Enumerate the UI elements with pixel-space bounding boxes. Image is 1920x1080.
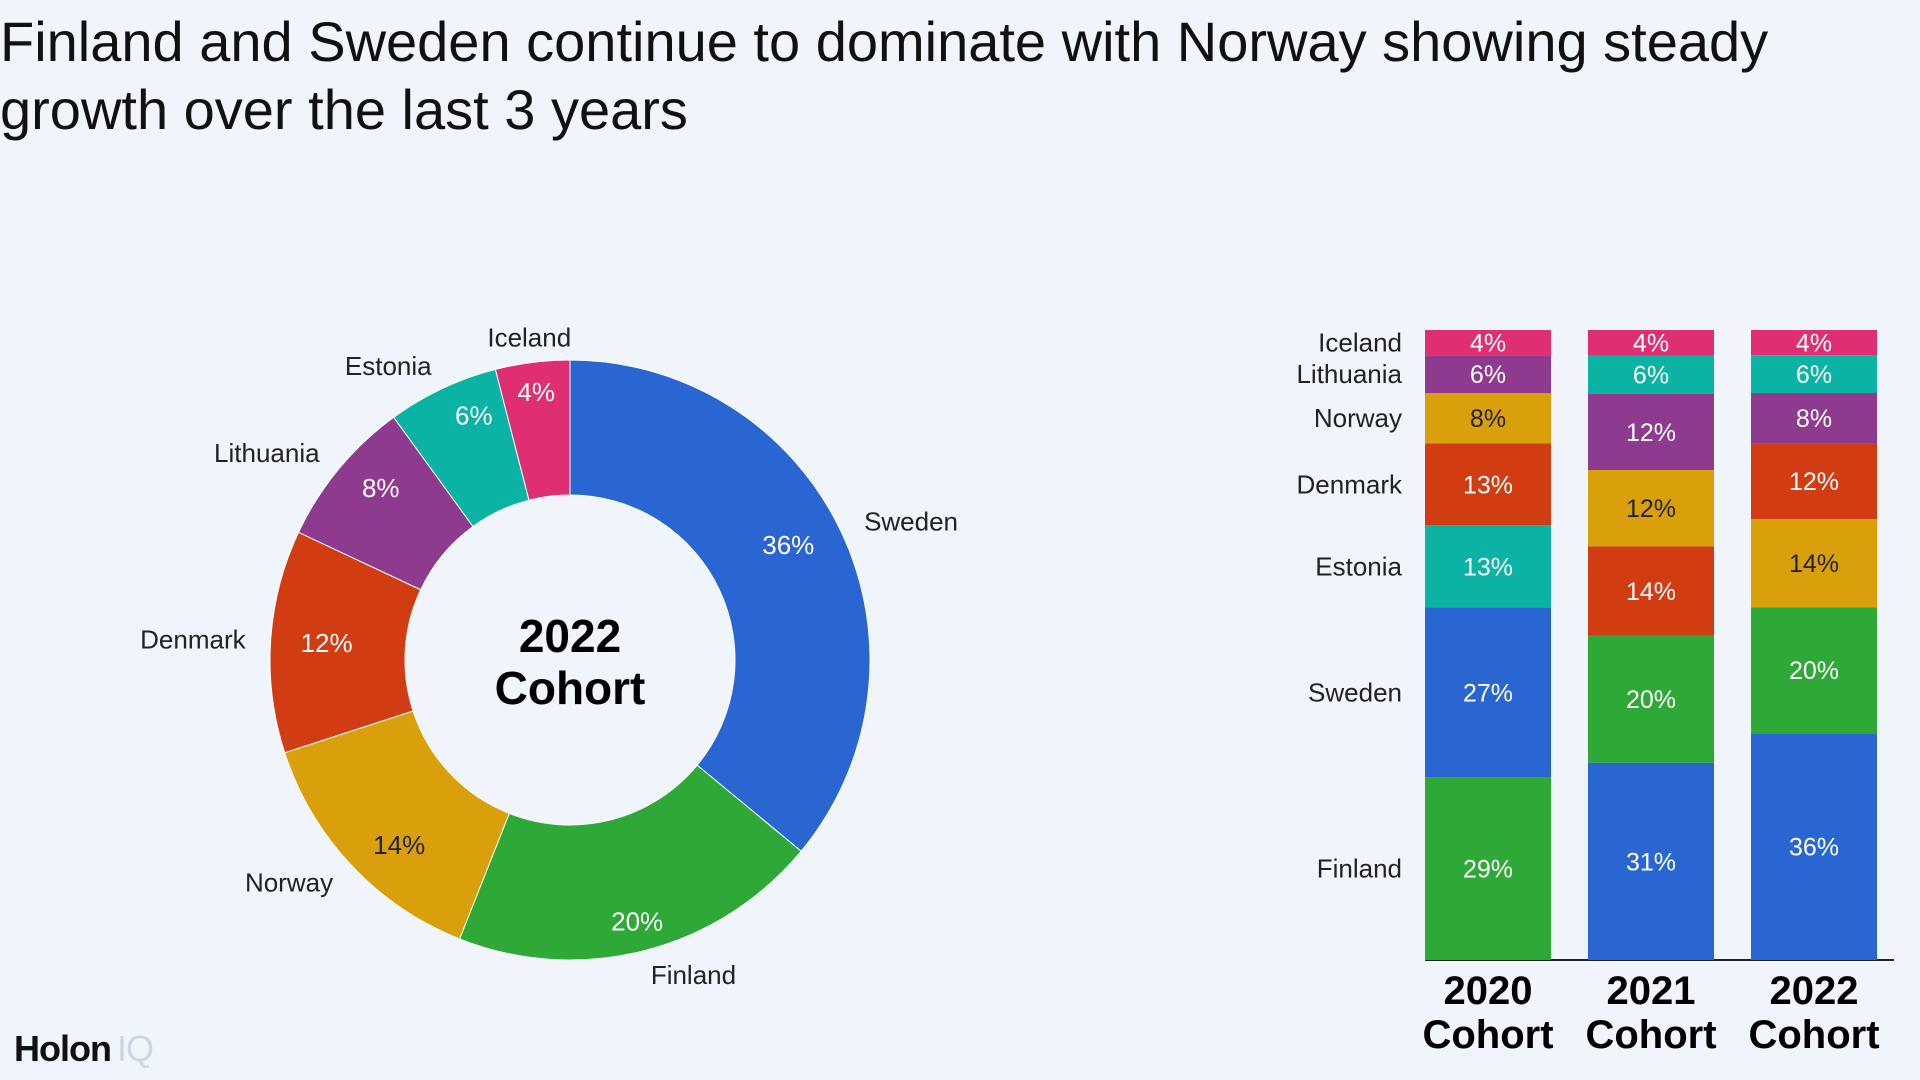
bar-stack-2021: 31% 20% 14% 12% 12% 6% 4% — [1588, 330, 1714, 960]
bar-value-2020-finland: 29% — [1463, 856, 1513, 884]
bar-segment-2020-estonia — [1425, 525, 1551, 608]
bar-value-2021-iceland: 4% — [1633, 330, 1669, 358]
bar-segment-2022-denmark — [1751, 443, 1877, 519]
row-label-estonia: Estonia — [1315, 551, 1402, 581]
donut-value-iceland: 4% — [517, 377, 555, 407]
bar-segment-2022-iceland — [1751, 330, 1877, 356]
row-label-lithuania: Lithuania — [1296, 359, 1402, 389]
bar-value-2022-lithuania: 8% — [1796, 405, 1832, 433]
holon-iq-logo: Holon IQ — [14, 1028, 154, 1070]
donut-label-finland: Finland — [651, 960, 736, 990]
donut-label-norway: Norway — [245, 867, 333, 897]
donut-label-iceland: Iceland — [487, 323, 571, 353]
bar-stack-2022: 36% 20% 14% 12% 8% 6% 4% — [1751, 330, 1877, 960]
category-label-2021-line-2: Cohort — [1585, 1013, 1716, 1057]
donut-slice-norway — [284, 710, 510, 940]
logo-main: Holon — [14, 1028, 112, 1069]
bar-value-2022-estonia: 6% — [1796, 361, 1832, 389]
category-label-2022-line-2: Cohort — [1748, 1013, 1879, 1057]
row-label-sweden: Sweden — [1308, 677, 1402, 707]
bar-segment-2022-finland — [1751, 607, 1877, 734]
bar-value-2021-lithuania: 12% — [1626, 419, 1676, 447]
donut-value-finland: 20% — [611, 907, 663, 937]
bar-segment-2021-norway — [1588, 470, 1714, 547]
donut-value-sweden: 36% — [762, 530, 814, 560]
donut-chart: 36% Sweden 20% Finland 14% Norway 12% Denmark 8%… — [140, 323, 958, 990]
bar-segment-2020-lithuania — [1425, 355, 1551, 393]
donut-center-label-line-1: 2022 — [519, 610, 621, 662]
donut-label-denmark: Denmark — [140, 625, 246, 655]
bar-segment-2020-finland — [1425, 777, 1551, 960]
bar-value-2020-iceland: 4% — [1470, 330, 1506, 358]
donut-label-sweden: Sweden — [864, 507, 958, 537]
donut-label-lithuania: Lithuania — [214, 438, 320, 468]
bar-value-2020-estonia: 13% — [1463, 553, 1513, 581]
bar-segment-2020-iceland — [1425, 330, 1551, 356]
bar-value-2021-denmark: 14% — [1626, 578, 1676, 606]
bar-value-2022-finland: 20% — [1789, 657, 1839, 685]
donut-value-norway: 14% — [373, 830, 425, 860]
donut-center-label-line-2: Cohort — [495, 662, 646, 714]
donut-slice-finland — [458, 764, 802, 961]
category-label-2020-line-1: 2020 — [1444, 969, 1533, 1013]
bar-value-2020-sweden: 27% — [1463, 679, 1513, 707]
bar-segment-2021-sweden — [1588, 762, 1714, 960]
bar-value-2022-sweden: 36% — [1789, 834, 1839, 862]
bar-value-2021-estonia: 6% — [1633, 362, 1669, 390]
bar-segment-2021-finland — [1588, 635, 1714, 763]
row-label-finland: Finland — [1317, 854, 1402, 884]
bar-value-2021-finland: 20% — [1626, 686, 1676, 714]
bar-value-2020-norway: 8% — [1470, 405, 1506, 433]
bar-stack-2020: 29% 27% 13% 13% 8% 6% 4% — [1425, 330, 1551, 960]
logo-suffix: IQ — [116, 1028, 154, 1069]
donut-label-estonia: Estonia — [345, 351, 432, 381]
category-label-2021-line-1: 2021 — [1607, 969, 1696, 1013]
bar-value-2020-denmark: 13% — [1463, 471, 1513, 499]
row-label-norway: Norway — [1314, 403, 1402, 433]
row-label-iceland: Iceland — [1318, 328, 1402, 358]
bar-value-2021-norway: 12% — [1626, 495, 1676, 523]
category-label-2020-line-2: Cohort — [1422, 1013, 1553, 1057]
row-label-denmark: Denmark — [1297, 469, 1403, 499]
bar-segment-2022-lithuania — [1751, 393, 1877, 444]
bar-value-2022-iceland: 4% — [1796, 330, 1832, 358]
bar-segment-2020-sweden — [1425, 607, 1551, 778]
donut-value-estonia: 6% — [455, 401, 493, 431]
bar-segment-2021-lithuania — [1588, 393, 1714, 470]
bar-segment-2021-denmark — [1588, 546, 1714, 636]
bar-value-2020-lithuania: 6% — [1470, 361, 1506, 389]
category-label-2022-line-1: 2022 — [1770, 969, 1859, 1013]
bar-segment-2021-estonia — [1588, 355, 1714, 394]
bar-value-2022-norway: 14% — [1789, 550, 1839, 578]
stacked-bar-chart: 29% 27% 13% 13% 8% 6% 4% Finland Sweden Estonia De… — [1296, 328, 1894, 1057]
bar-value-2021-sweden: 31% — [1626, 848, 1676, 876]
chart-title: Finland and Sweden continue to dominate … — [0, 10, 1769, 141]
donut-value-lithuania: 8% — [362, 473, 400, 503]
donut-slice-sweden — [569, 359, 871, 852]
donut-value-denmark: 12% — [301, 628, 353, 658]
bar-segment-2022-sweden — [1751, 733, 1877, 960]
bar-segment-2021-iceland — [1588, 330, 1714, 356]
donut-slice-iceland — [494, 359, 571, 501]
bar-segment-2022-norway — [1751, 519, 1877, 608]
bar-segment-2022-estonia — [1751, 355, 1877, 393]
bar-segment-2020-norway — [1425, 393, 1551, 444]
bar-value-2022-denmark: 12% — [1789, 468, 1839, 496]
bar-segment-2020-denmark — [1425, 443, 1551, 526]
